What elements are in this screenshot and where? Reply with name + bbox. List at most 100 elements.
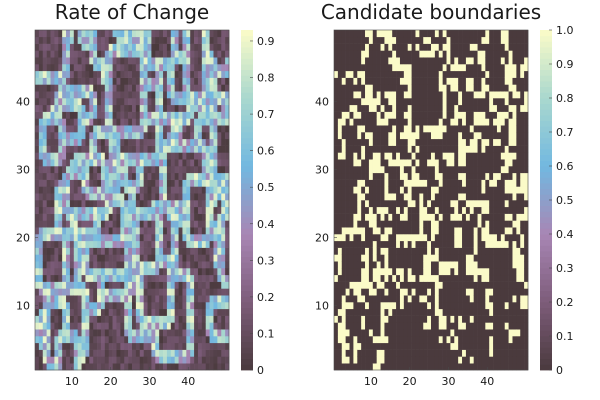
right-heatmap-cell (399, 30, 405, 38)
left-heatmap-cell (42, 288, 47, 296)
right-heatmap-cell (473, 247, 478, 255)
left-heatmap-cell (143, 166, 148, 174)
left-heatmap-cell (97, 227, 102, 235)
right-heatmap-cell (423, 274, 428, 282)
right-heatmap-cell (365, 138, 370, 146)
right-heatmap-cell (504, 200, 509, 208)
right-heatmap-cell (446, 227, 451, 235)
right-heatmap-cell (365, 308, 370, 316)
left-heatmap-cell (50, 234, 55, 242)
left-heatmap-cell (120, 254, 125, 262)
right-heatmap-cell (353, 349, 358, 357)
right-heatmap-cell (399, 159, 405, 167)
left-x-ticks: 10 20 30 40 (65, 367, 195, 388)
left-heatmap-cell (85, 125, 90, 133)
right-heatmap-cell (365, 329, 370, 337)
left-heatmap-cell (120, 295, 125, 303)
right-heatmap-cell (508, 349, 513, 357)
left-heatmap-cell (73, 132, 78, 140)
right-heatmap-cell (458, 91, 463, 99)
right-heatmap-cell (450, 166, 455, 174)
right-heatmap-cell (477, 118, 482, 126)
left-heatmap-cell (35, 227, 40, 235)
left-heatmap-cell (77, 152, 82, 160)
right-heatmap-cell (462, 308, 467, 316)
right-heatmap-cell (465, 336, 471, 344)
left-heatmap-cell (112, 193, 117, 201)
left-heatmap-cell (85, 104, 90, 112)
right-heatmap-cell (365, 295, 370, 303)
right-heatmap-cell (493, 152, 498, 160)
right-heatmap-cell (384, 64, 389, 72)
right-heatmap-cell (508, 247, 513, 255)
right-heatmap-cell (512, 254, 517, 262)
left-heatmap-cell (81, 281, 86, 289)
right-heatmap-cell (349, 288, 354, 296)
right-heatmap-cell (337, 104, 343, 112)
right-heatmap-cell (431, 254, 436, 262)
left-heatmap-cell (97, 138, 102, 146)
left-heatmap-cell (155, 336, 160, 344)
right-heatmap-cell (392, 363, 397, 371)
left-heatmap-cell (225, 227, 230, 235)
left-heatmap-cell (174, 186, 179, 194)
left-heatmap-cell (128, 91, 133, 99)
left-heatmap-cell (194, 179, 199, 187)
right-heatmap-cell (419, 322, 424, 330)
left-heatmap-cell (104, 247, 110, 255)
left-heatmap-cell (62, 50, 67, 58)
right-heatmap-cell (493, 138, 498, 146)
left-heatmap-cell (73, 166, 78, 174)
right-heatmap-cell (407, 234, 412, 242)
right-heatmap-cell (345, 315, 350, 323)
right-heatmap-cell (496, 166, 502, 174)
right-heatmap-cell (446, 254, 451, 262)
left-heatmap-cell (186, 193, 191, 201)
right-heatmap-cell (423, 206, 428, 214)
right-heatmap-cell (516, 363, 521, 371)
left-heatmap-cell (104, 288, 110, 296)
left-heatmap-cell (62, 227, 67, 235)
right-heatmap-cell (493, 329, 498, 337)
left-heatmap-cell (73, 70, 78, 78)
right-heatmap-cell (376, 111, 381, 119)
left-heatmap-cell (128, 111, 133, 119)
right-heatmap-cell (368, 356, 374, 364)
left-heatmap-cell (124, 281, 129, 289)
left-heatmap-cell (139, 342, 144, 350)
right-heatmap-cell (341, 43, 346, 51)
left-heatmap-cell (213, 159, 218, 167)
left-heatmap-cell (147, 342, 152, 350)
right-heatmap-cell (361, 288, 366, 296)
left-heatmap-cell (108, 200, 113, 208)
left-heatmap-cell (135, 234, 141, 242)
right-heatmap-cell (438, 342, 443, 350)
right-heatmap-cell (353, 152, 358, 160)
right-heatmap-cell (454, 166, 459, 174)
right-heatmap-cell (403, 200, 409, 208)
left-heatmap-cell (69, 261, 75, 269)
right-heatmap-cell (388, 206, 393, 214)
left-heatmap-cell (201, 329, 207, 337)
right-heatmap-cell (458, 179, 463, 187)
left-heatmap-cell (42, 64, 47, 72)
left-heatmap-cell (46, 145, 51, 153)
right-heatmap-cell (489, 268, 494, 276)
left-heatmap-cell (159, 172, 164, 180)
left-chart-title: Rate of Change (55, 0, 209, 24)
left-colorbar-segment (241, 177, 253, 184)
right-heatmap-cell (353, 172, 358, 180)
right-heatmap-cell (512, 268, 517, 276)
left-heatmap-cell (81, 206, 86, 214)
right-heatmap-cell (508, 36, 513, 44)
right-heatmap-cell (357, 36, 362, 44)
left-heatmap-cell (128, 247, 133, 255)
left-heatmap-cell (85, 172, 90, 180)
right-heatmap-cell (396, 363, 401, 371)
left-heatmap-cell (69, 315, 75, 323)
right-heatmap-cell (516, 138, 521, 146)
right-heatmap-cell (458, 118, 463, 126)
left-heatmap-cell (46, 193, 51, 201)
right-heatmap-cell (481, 206, 486, 214)
right-heatmap-cell (454, 302, 459, 310)
